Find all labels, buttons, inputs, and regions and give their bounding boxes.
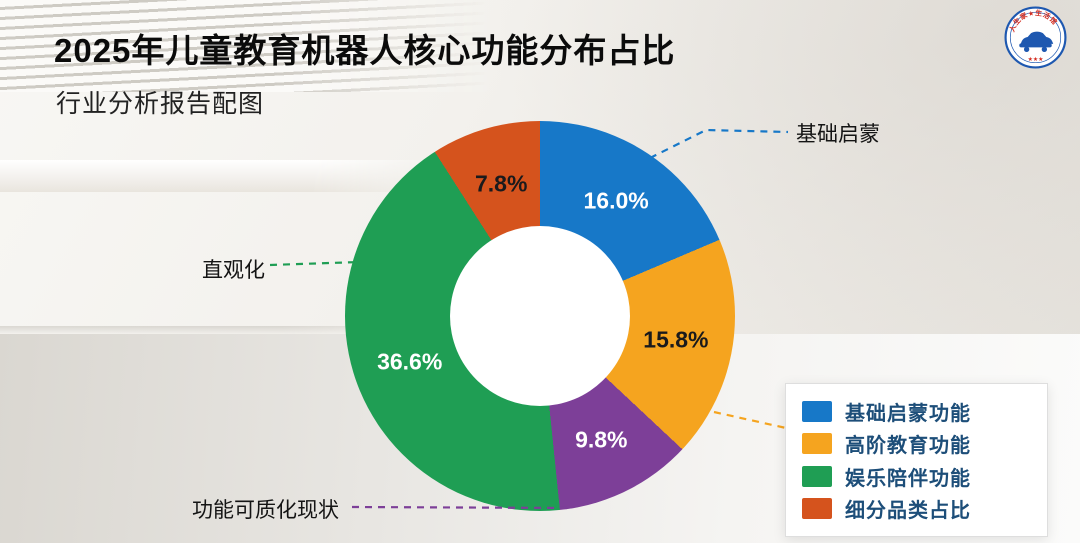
badge-stars: ★★★: [1028, 56, 1044, 63]
legend-label: 高阶教育功能: [845, 435, 971, 458]
legend-swatch-red: [802, 497, 832, 519]
page-subtitle: 行业分析报告配图: [56, 90, 265, 118]
badge-graphic: 人生家★生活馆 ★★★: [1004, 6, 1067, 69]
legend-label: 细分品类占比: [845, 499, 971, 522]
donut-hole: [450, 226, 630, 406]
brand-badge: 人生家★生活馆 ★★★: [1004, 6, 1067, 69]
legend-swatch-green: [802, 465, 832, 487]
legend-label: 娱乐陪伴功能: [845, 467, 971, 490]
legend-item: 基础启蒙功能: [802, 397, 1031, 426]
legend-item: 高阶教育功能: [802, 429, 1031, 458]
callout-label-intuitive: 直观化: [202, 259, 265, 282]
legend-swatch-blue: [802, 401, 832, 422]
floor-edge: [0, 326, 470, 335]
chart-legend: 基础启蒙功能 高阶教育功能 娱乐陪伴功能 细分品类占比: [785, 383, 1048, 537]
legend-label: 基础启蒙功能: [845, 403, 971, 425]
window-blinds: [0, 0, 500, 92]
callout-label-homogenized: 功能可质化现状: [192, 499, 339, 522]
callout-label-foundation: 基础启蒙: [796, 123, 880, 146]
legend-item: 娱乐陪伴功能: [802, 462, 1031, 491]
page-title: 2025年儿童教育机器人核心功能分布占比: [54, 32, 676, 69]
legend-swatch-orange: [802, 433, 832, 455]
car-icon: [1019, 31, 1054, 52]
legend-item: 细分品类占比: [802, 494, 1031, 523]
window-sill: [0, 160, 445, 192]
donut-chart: [345, 121, 735, 511]
